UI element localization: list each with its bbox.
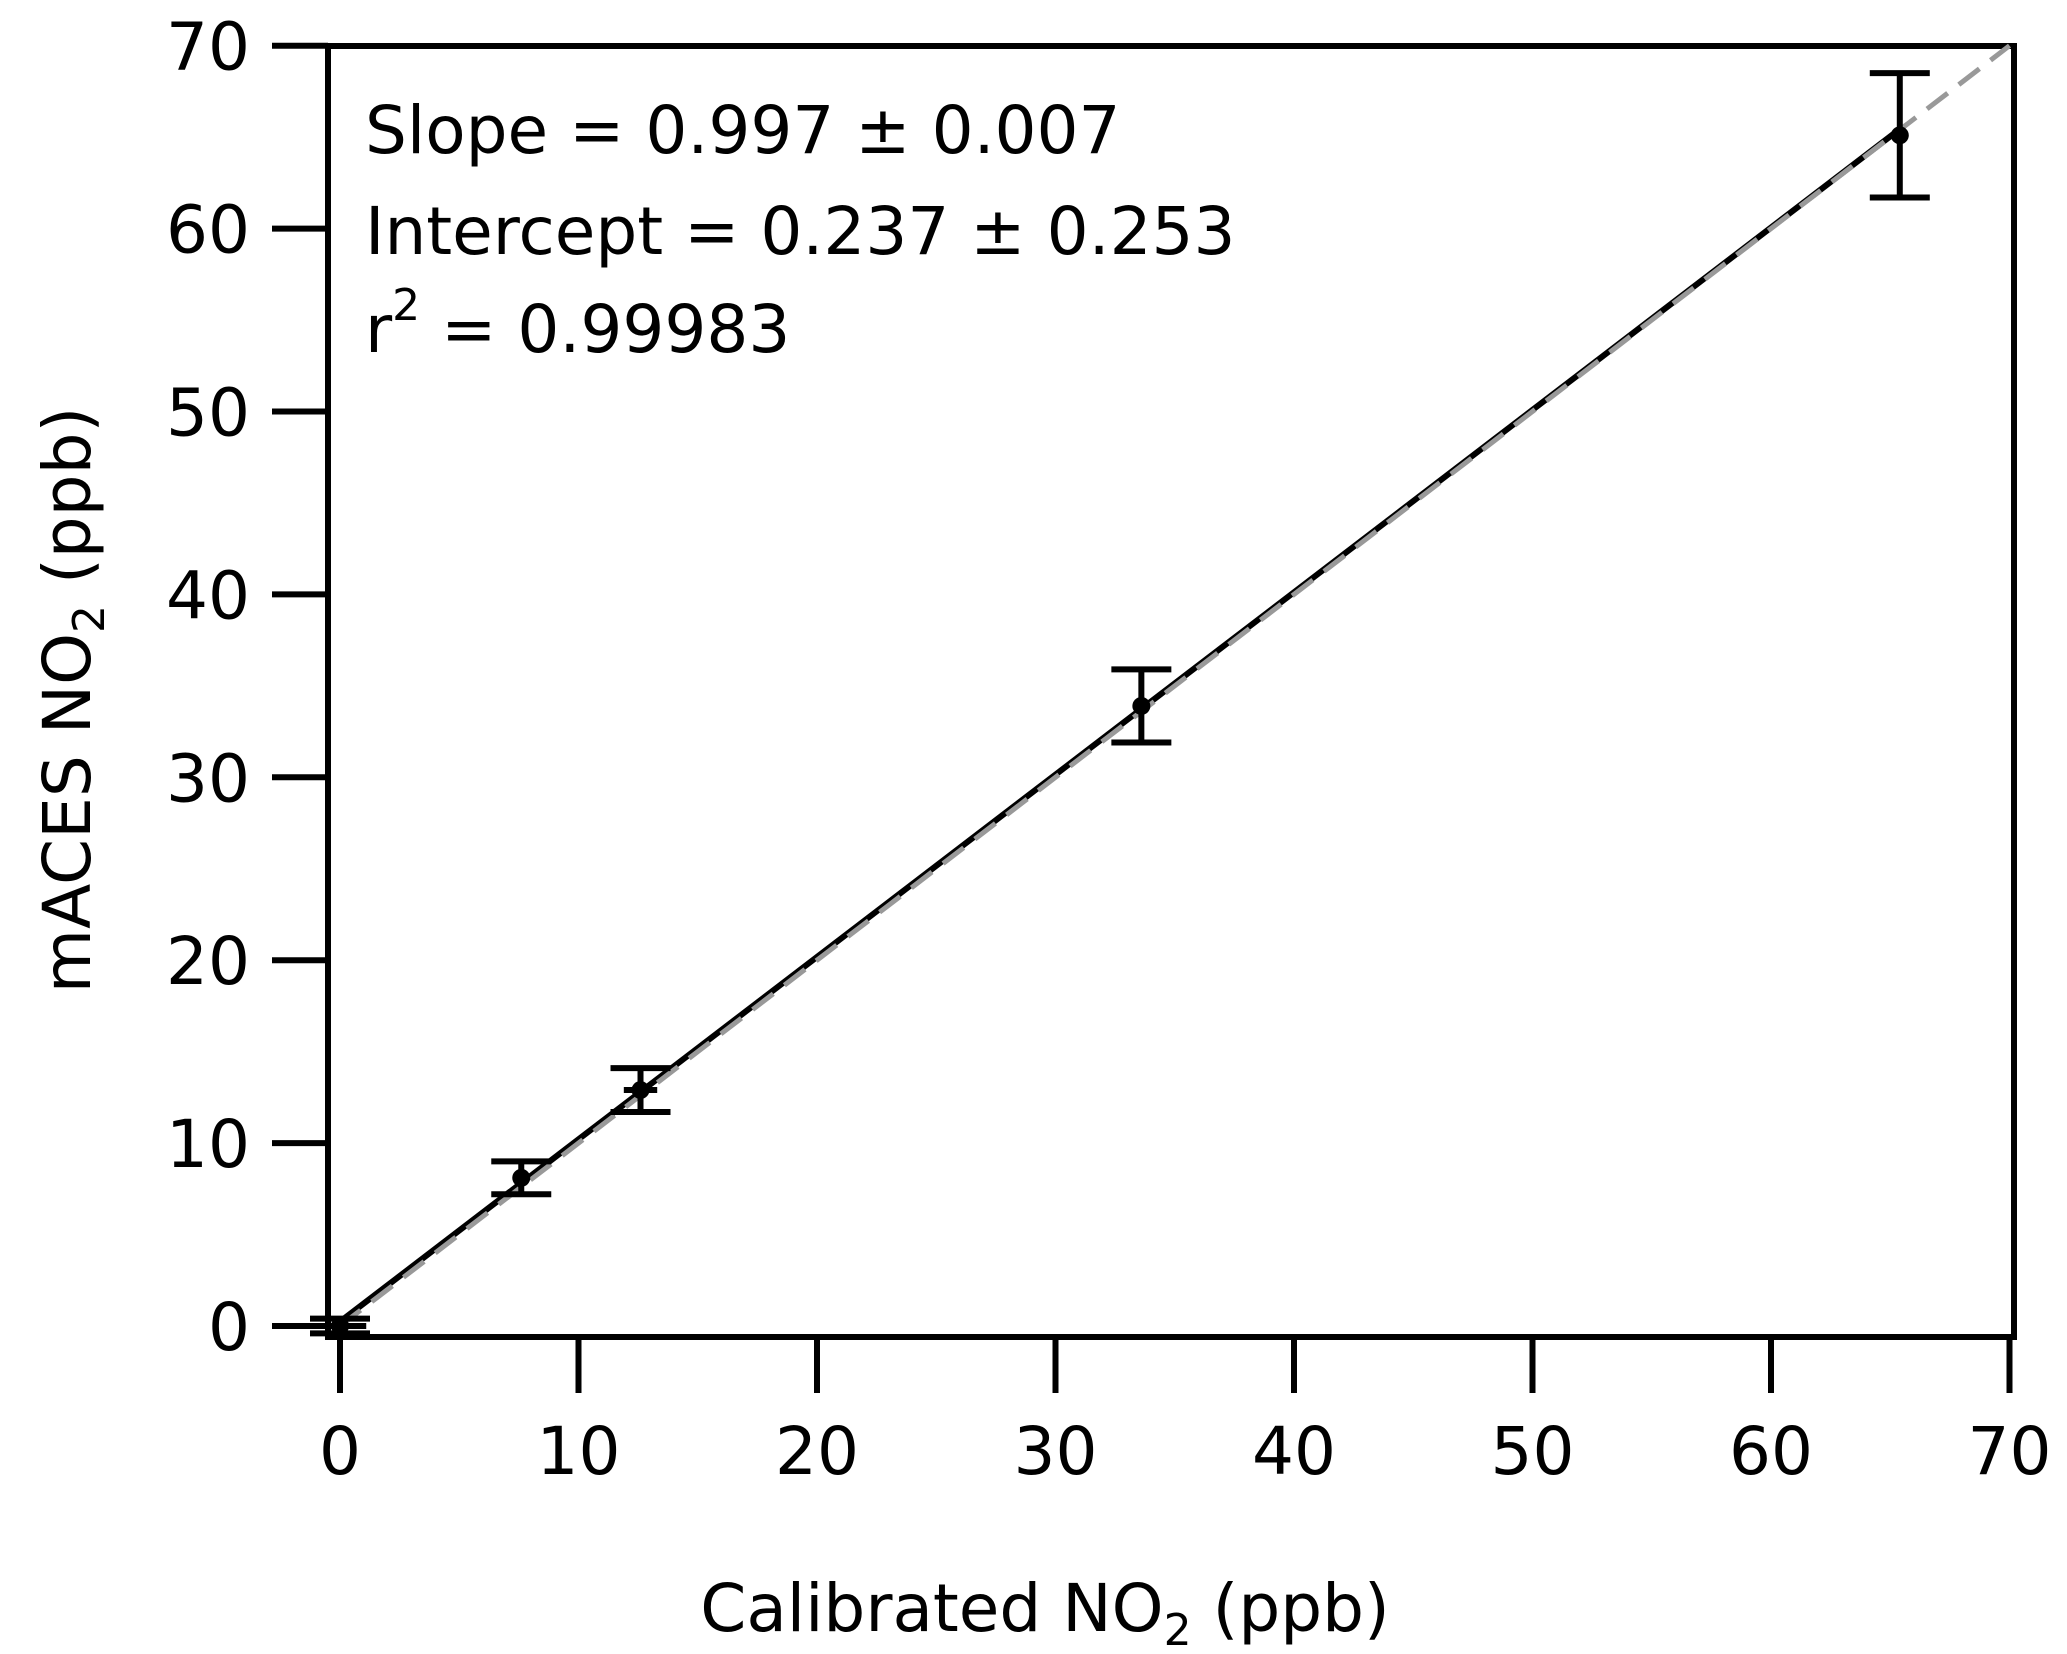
y-tick-label: 0: [208, 1289, 250, 1366]
y-tick-label: 20: [166, 923, 250, 1000]
y-tick-label: 40: [166, 557, 250, 634]
r2-symbol: r: [365, 291, 393, 368]
y-tick-label: 60: [166, 192, 250, 269]
annotation-intercept: Intercept = 0.237 ± 0.253: [365, 193, 1236, 270]
data-point: [610, 1065, 671, 1116]
y-axis-title: mACES NO2 (ppb): [29, 407, 115, 993]
data-point: [1869, 70, 1930, 201]
plot-border: [325, 43, 2017, 1340]
point-marker: [331, 1317, 349, 1335]
x-axis-title-sub: 2: [1164, 1605, 1192, 1654]
fit-lines: [338, 43, 2012, 1328]
one-to-one-reference-line: [338, 43, 2012, 1328]
y-tick-label: 50: [166, 375, 250, 452]
x-axis-title-main: Calibrated NO: [700, 1570, 1163, 1647]
x-tick-label: 20: [775, 1413, 859, 1490]
point-marker: [631, 1081, 650, 1100]
x-axis-title-unit: (ppb): [1192, 1570, 1390, 1647]
x-tick-label: 50: [1491, 1413, 1575, 1490]
x-tick-label: 10: [537, 1413, 621, 1490]
x-tick-label: 0: [319, 1413, 361, 1490]
x-tick-label: 30: [1014, 1413, 1098, 1490]
r2-exponent: 2: [392, 280, 420, 331]
y-tick-label: 10: [166, 1106, 250, 1183]
y-tick-label: 70: [166, 9, 250, 86]
x-tick-label: 40: [1252, 1413, 1336, 1490]
data-point: [491, 1158, 552, 1198]
y-axis-title-sub: 2: [64, 605, 115, 633]
point-marker: [1132, 696, 1151, 715]
plot-frame: [325, 43, 2017, 1340]
y-tick-label: 30: [166, 740, 250, 817]
x-tick-label: 60: [1729, 1413, 1813, 1490]
r2-value: = 0.99983: [420, 291, 790, 368]
x-tick-label: 70: [1968, 1413, 2052, 1490]
data-points: [310, 70, 1930, 1337]
x-axis-title: Calibrated NO2 (ppb): [700, 1570, 1390, 1654]
annotation-r2: r2 = 0.99983: [365, 280, 790, 368]
y-axis-title-main: mACES NO: [29, 633, 106, 993]
point-marker: [1890, 126, 1909, 145]
y-axis-title-unit: (ppb): [29, 407, 106, 605]
data-point: [1111, 666, 1172, 746]
axis-ticks: 0 10 20 30 40 50 60 70 0 10 20 30 40 50 60 70: [166, 9, 2051, 1490]
point-marker: [512, 1168, 531, 1187]
annotation-slope: Slope = 0.997 ± 0.007: [365, 92, 1121, 169]
